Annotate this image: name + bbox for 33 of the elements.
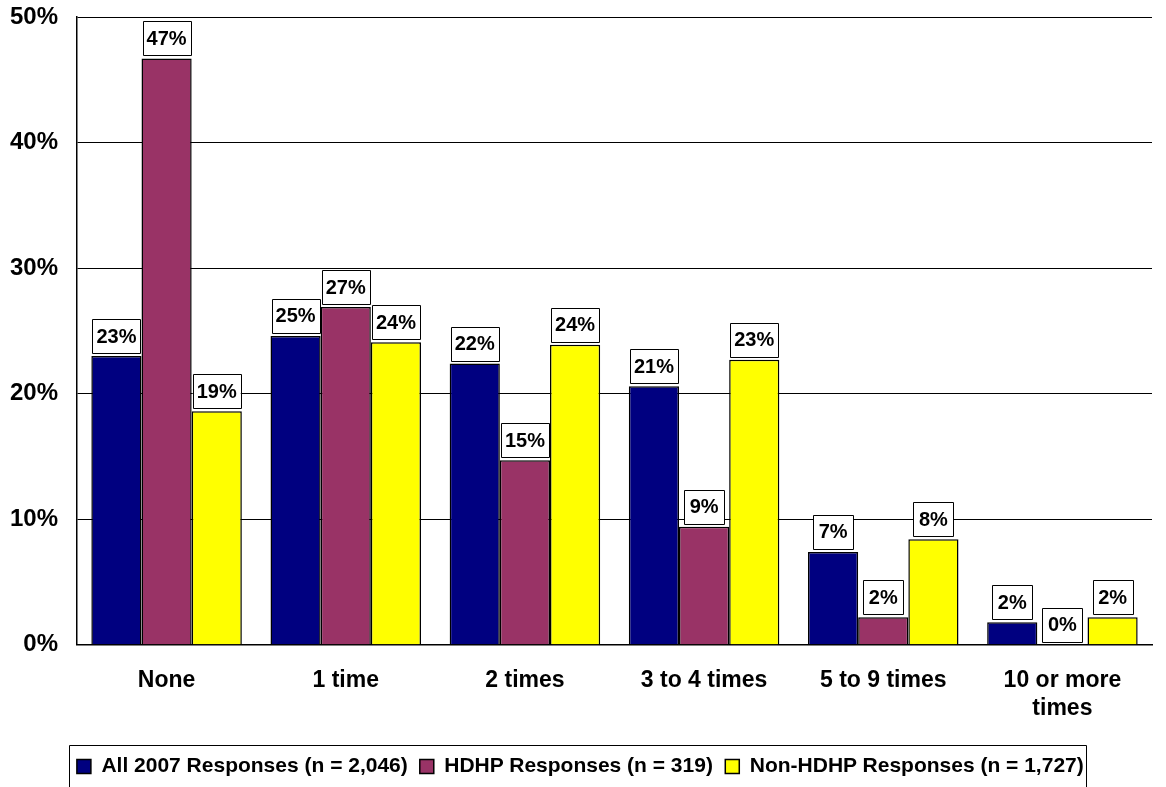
x-tick-label: None — [137, 665, 196, 692]
data-label: 8% — [918, 507, 949, 530]
y-tick-label: 40% — [9, 127, 58, 155]
x-tick-label: 5 to 9 times — [819, 665, 947, 692]
y-tick-label: 10% — [9, 503, 58, 531]
data-label: 22% — [454, 332, 495, 355]
x-tick-label: 3 to 4 times — [640, 665, 768, 692]
data-label: 23% — [96, 324, 137, 347]
data-label: 24% — [555, 313, 596, 336]
x-tick-label: 1 time — [312, 665, 379, 692]
data-label: 25% — [275, 304, 316, 327]
data-label: 21% — [633, 354, 675, 377]
legend-label: HDHP Responses (n = 319) — [444, 753, 713, 777]
data-label: 2% — [868, 585, 898, 608]
y-tick-label: 0% — [23, 629, 58, 657]
data-label: 15% — [504, 428, 546, 451]
data-label: 47% — [146, 26, 187, 49]
data-label: 2% — [1098, 585, 1128, 608]
y-tick-label: 30% — [9, 252, 58, 280]
data-label: 7% — [818, 520, 848, 543]
data-label: 2% — [997, 590, 1027, 613]
data-label: 23% — [734, 328, 775, 351]
legend-label: Non-HDHP Responses (n = 1,727) — [749, 753, 1084, 777]
data-label: 27% — [325, 275, 366, 298]
legend-label: All 2007 Responses (n = 2,046) — [101, 753, 408, 777]
x-tick-label: 10 or more times — [1003, 665, 1122, 720]
y-tick-label: 20% — [9, 378, 58, 406]
y-tick-label: 50% — [9, 1, 58, 29]
data-label: 9% — [689, 495, 719, 518]
data-label: 24% — [375, 310, 417, 333]
data-label: 0% — [1047, 613, 1078, 636]
data-label: 19% — [196, 379, 237, 402]
x-tick-label: 2 times — [485, 665, 565, 692]
